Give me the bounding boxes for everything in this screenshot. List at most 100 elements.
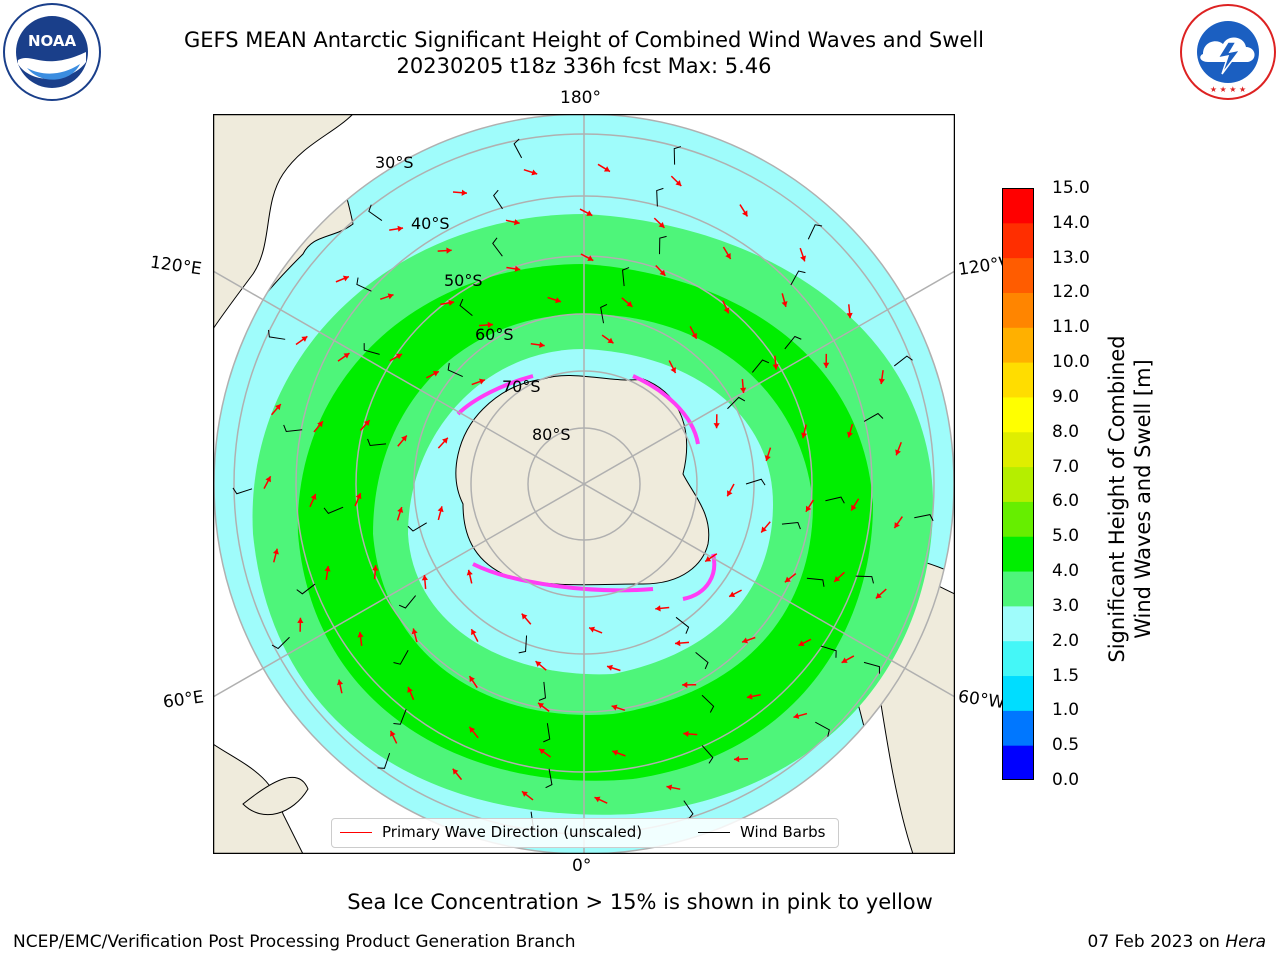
- wave-arrow-head: [846, 312, 853, 319]
- colorbar-bin: [1002, 745, 1034, 780]
- wind-barb: [600, 303, 608, 324]
- wave-arrow-head: [626, 301, 633, 307]
- wind-barb: [825, 496, 845, 504]
- wave-arrow-head: [397, 225, 404, 232]
- land-australia: [213, 114, 354, 330]
- wind-barb: [407, 522, 427, 532]
- wave-arrow-head: [461, 189, 467, 196]
- wave-arrow-head: [675, 180, 682, 186]
- wave-arrow-head: [275, 404, 281, 411]
- wave-arrow-head: [535, 661, 542, 667]
- wave-arrow-head: [723, 307, 730, 314]
- wave-arrow-head: [798, 640, 805, 647]
- wave-arrow-head: [442, 437, 448, 444]
- wave-arrow-head: [607, 664, 613, 671]
- wave-arrow-head: [513, 219, 520, 226]
- wind-barb: [727, 396, 746, 410]
- wave-arrow-head: [587, 255, 594, 261]
- wave-arrow-head: [363, 420, 370, 427]
- wind-barb: [683, 800, 694, 820]
- wave-arrow-head: [310, 493, 317, 500]
- lon-label-180: 180°: [560, 88, 601, 108]
- wind-barb: [393, 650, 409, 665]
- wave-arrow-head: [851, 504, 857, 511]
- wave-arrow-head: [603, 166, 610, 172]
- wind-barb: [545, 768, 553, 789]
- wave-arrow-head: [336, 679, 344, 686]
- wave-arrow-head: [538, 702, 545, 709]
- wind-barb: [367, 438, 387, 447]
- wind-barb: [621, 267, 630, 287]
- wind-barb: [493, 189, 503, 210]
- wave-arrow-head: [800, 255, 806, 262]
- wind-barb: [492, 237, 503, 257]
- wave-arrow-head: [746, 693, 753, 700]
- wind-barb: [377, 752, 391, 769]
- colorbar-label-line1: Significant Height of Combined: [1105, 335, 1129, 663]
- wave-arrow-head: [793, 712, 800, 719]
- wave-arrow-head: [612, 749, 619, 756]
- wind-barb: [459, 298, 473, 317]
- wave-arrow-head: [539, 341, 545, 349]
- wave-arrow-head: [691, 332, 697, 339]
- colorbar-tick-label: 1.5: [1052, 665, 1080, 686]
- lon-label-0: 0°: [572, 856, 592, 876]
- wave-arrow-head: [683, 730, 689, 738]
- colorbar-tick-label: 0.0: [1052, 770, 1080, 790]
- colorbar-tick-label: 6.0: [1052, 491, 1080, 512]
- footer-date: 07 Feb 2023 on Hera: [1088, 932, 1266, 952]
- wave-arrow-head: [784, 576, 791, 583]
- wave-arrow-head: [841, 657, 848, 663]
- lat-label-80s: 80°S: [532, 425, 571, 444]
- wind-barb: [781, 521, 801, 530]
- colorbar-tick-label: 9.0: [1052, 386, 1080, 407]
- wind-barb: [271, 636, 290, 650]
- wave-arrow-head: [894, 522, 900, 529]
- wind-barb: [790, 270, 806, 286]
- wave-arrow-head: [772, 364, 779, 370]
- wind-barb: [893, 355, 913, 367]
- colorbar-bin: [1002, 571, 1034, 607]
- wind-barb: [701, 694, 715, 713]
- colorbar-bin: [1002, 396, 1034, 433]
- wave-arrow-head: [446, 247, 452, 254]
- colorbar-tick-label: 8.0: [1052, 421, 1080, 442]
- wave-arrow-head: [607, 337, 614, 344]
- wave-arrow-head: [479, 378, 485, 385]
- wind-barb: [701, 745, 714, 764]
- wind-barb: [323, 506, 344, 514]
- wave-arrow-head: [761, 526, 767, 533]
- wave-arrow-head: [713, 423, 720, 429]
- legend-barb-swatch: [698, 832, 730, 833]
- legend-wave-swatch: [340, 832, 372, 833]
- wind-barb: [232, 487, 253, 495]
- wave-arrow-head: [452, 768, 459, 775]
- wave-arrow-head: [297, 617, 304, 623]
- lon-label-60w: 60°W: [956, 686, 1007, 714]
- wave-arrow-head: [781, 301, 788, 307]
- wave-arrow-head: [355, 493, 362, 500]
- colorbar-tick-label: 15.0: [1052, 178, 1090, 198]
- colorbar-tick-label: 12.0: [1052, 282, 1090, 303]
- noaa-logo-text: NOAA: [28, 32, 77, 50]
- wind-barb: [538, 681, 547, 701]
- colorbar-tick-label: 2.0: [1052, 630, 1080, 651]
- wave-arrow-head: [740, 387, 747, 393]
- wave-arrow-head: [487, 321, 493, 328]
- wave-arrow-head: [407, 686, 413, 693]
- wind-barb: [513, 138, 523, 159]
- wave-arrow-head: [670, 367, 676, 374]
- lon-label-60e: 60°E: [161, 687, 206, 713]
- wave-arrow-head: [682, 681, 688, 688]
- wave-arrow-head: [471, 629, 477, 636]
- wave-arrow-head: [705, 556, 712, 562]
- wind-barb: [518, 635, 528, 654]
- wind-barb: [806, 577, 825, 587]
- wave-arrow-head: [725, 252, 731, 259]
- wave-arrow-head: [834, 576, 841, 582]
- colorbar-bin: [1002, 466, 1034, 502]
- wave-arrow-head: [659, 269, 666, 276]
- wave-arrow-head: [437, 506, 444, 513]
- wave-arrow-head: [342, 275, 349, 282]
- colorbar-tick-label: 3.0: [1052, 595, 1080, 616]
